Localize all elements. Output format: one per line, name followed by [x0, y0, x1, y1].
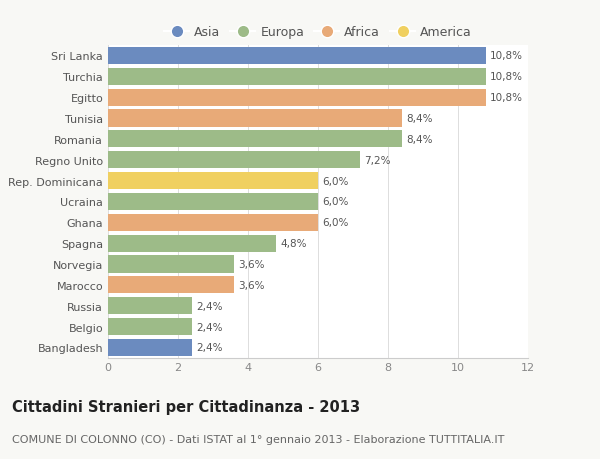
Bar: [108, 152, 360, 169]
Bar: [108, 235, 276, 252]
Text: 8,4%: 8,4%: [406, 114, 433, 124]
Bar: [108, 297, 192, 314]
Text: 8,4%: 8,4%: [406, 134, 433, 145]
Bar: [108, 131, 402, 148]
Text: Cittadini Stranieri per Cittadinanza - 2013: Cittadini Stranieri per Cittadinanza - 2…: [12, 399, 360, 414]
Text: COMUNE DI COLONNO (CO) - Dati ISTAT al 1° gennaio 2013 - Elaborazione TUTTITALIA: COMUNE DI COLONNO (CO) - Dati ISTAT al 1…: [12, 434, 505, 444]
Text: 4,8%: 4,8%: [280, 239, 307, 249]
Bar: [108, 277, 234, 294]
Text: 6,0%: 6,0%: [322, 218, 349, 228]
Text: 3,6%: 3,6%: [238, 280, 265, 290]
Bar: [108, 173, 318, 190]
Bar: [108, 110, 402, 127]
Text: 10,8%: 10,8%: [490, 93, 523, 103]
Bar: [108, 256, 234, 273]
Text: 10,8%: 10,8%: [490, 51, 523, 62]
Bar: [108, 90, 486, 106]
Text: 6,0%: 6,0%: [322, 176, 349, 186]
Bar: [108, 318, 192, 336]
Text: 2,4%: 2,4%: [196, 322, 223, 332]
Text: 7,2%: 7,2%: [364, 155, 391, 165]
Bar: [108, 68, 486, 86]
Text: 2,4%: 2,4%: [196, 301, 223, 311]
Bar: [108, 339, 192, 356]
Bar: [108, 214, 318, 231]
Text: 3,6%: 3,6%: [238, 259, 265, 269]
Text: 6,0%: 6,0%: [322, 197, 349, 207]
Text: 2,4%: 2,4%: [196, 342, 223, 353]
Text: 10,8%: 10,8%: [490, 72, 523, 82]
Bar: [108, 48, 486, 65]
Bar: [108, 193, 318, 211]
Legend: Asia, Europa, Africa, America: Asia, Europa, Africa, America: [159, 21, 477, 44]
